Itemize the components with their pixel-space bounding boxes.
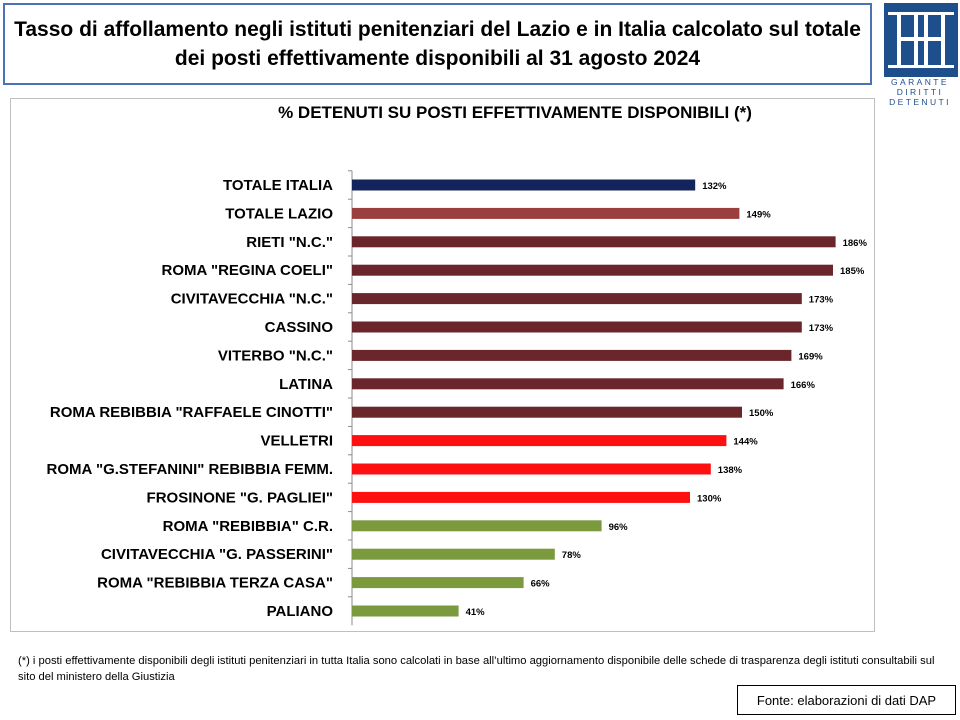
category-label: ROMA "REBIBBIA TERZA CASA" (97, 575, 333, 592)
value-label: 41% (466, 607, 486, 618)
category-label: CIVITAVECCHIA "G. PASSERINI" (101, 546, 333, 563)
footnote: (*) i posti effettivamente disponibili d… (18, 655, 935, 683)
logo-text-1: GARANTE (891, 77, 949, 87)
bar (352, 321, 802, 333)
logo-text-2: DIRITTI (896, 87, 944, 97)
bar (352, 605, 459, 617)
bar (352, 179, 696, 191)
category-label: ROMA "REBIBBIA" C.R. (163, 518, 333, 535)
value-label: 78% (562, 550, 582, 561)
bar (352, 349, 792, 361)
value-label: 173% (809, 323, 834, 334)
chart-frame (10, 98, 875, 632)
value-label: 149% (746, 209, 771, 220)
value-label: 144% (733, 437, 758, 448)
category-label: ROMA "REGINA COELI" (162, 262, 333, 279)
category-label: TOTALE LAZIO (225, 205, 333, 222)
bar (352, 207, 740, 219)
garante-logo-icon (884, 3, 958, 77)
category-label: TOTALE ITALIA (223, 177, 333, 194)
value-label: 169% (798, 351, 823, 362)
title-box: Tasso di affollamento negli istituti pen… (3, 3, 872, 85)
value-label: 138% (718, 465, 743, 476)
source-box: Fonte: elaborazioni di dati DAP (737, 685, 956, 715)
value-label: 166% (791, 380, 816, 391)
category-label: RIETI "N.C." (246, 234, 333, 251)
page-title-line-2: dei posti effettivamente disponibili al … (174, 47, 701, 70)
value-label: 186% (843, 238, 868, 249)
bar (352, 463, 711, 475)
value-label: 173% (809, 295, 834, 306)
logo-text-3: DETENUTI (889, 97, 951, 107)
category-label: CIVITAVECCHIA "N.C." (171, 291, 333, 308)
category-label: VELLETRI (260, 433, 333, 450)
page-title-line-1: Tasso di affollamento negli istituti pen… (14, 18, 861, 41)
category-label: CASSINO (265, 319, 334, 336)
bar (352, 378, 784, 390)
bar (352, 406, 742, 418)
bar (352, 491, 690, 503)
category-label: VITERBO "N.C." (218, 347, 333, 364)
category-label: ROMA REBIBBIA "RAFFAELE CINOTTI" (50, 404, 333, 421)
category-label: ROMA "G.STEFANINI" REBIBBIA FEMM. (47, 461, 333, 478)
value-label: 66% (531, 579, 551, 590)
bar (352, 520, 602, 532)
bar (352, 435, 727, 447)
category-label: LATINA (279, 376, 333, 393)
category-label: FROSINONE "G. PAGLIEI" (147, 489, 333, 506)
value-label: 96% (609, 522, 629, 533)
garante-logo: GARANTE DIRITTI DETENUTI (882, 0, 958, 112)
bar (352, 577, 524, 589)
value-label: 150% (749, 408, 774, 419)
value-label: 185% (840, 266, 865, 277)
bar (352, 548, 555, 560)
chart-title: % DETENUTI SU POSTI EFFETTIVAMENTE DISPO… (278, 103, 752, 122)
category-label: PALIANO (267, 603, 334, 620)
value-label: 130% (697, 493, 722, 504)
bar (352, 236, 836, 248)
value-label: 132% (702, 181, 727, 192)
bar (352, 293, 802, 305)
bar (352, 264, 833, 276)
